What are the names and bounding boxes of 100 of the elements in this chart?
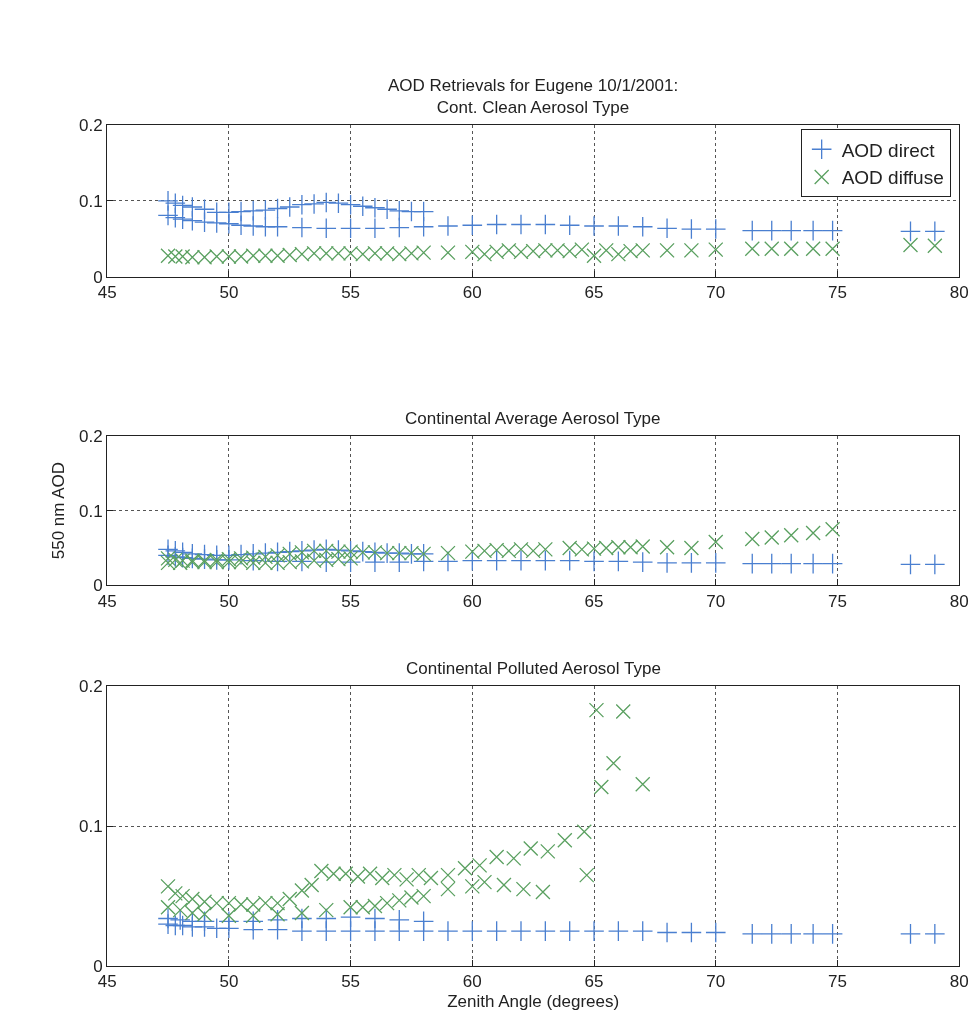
point: [304, 877, 320, 893]
point: [413, 216, 435, 238]
point: [374, 870, 390, 886]
point: [218, 917, 240, 939]
point: [579, 867, 595, 883]
point: [391, 892, 407, 908]
point: [315, 217, 337, 239]
point: [486, 550, 508, 572]
chart-title: Continental Polluted Aerosol Type: [406, 659, 661, 678]
x-tick-label: 65: [584, 972, 604, 992]
point: [291, 217, 313, 238]
point: [659, 539, 675, 555]
x-tick-label: 50: [219, 591, 239, 611]
point: [741, 220, 763, 242]
point: [423, 870, 439, 886]
point: [708, 241, 724, 258]
point: [635, 776, 651, 792]
point: [440, 545, 456, 561]
point: [269, 906, 286, 922]
point: [822, 553, 844, 575]
point: [386, 867, 403, 883]
point: [583, 550, 605, 572]
y-tick-label: 0.2: [79, 677, 103, 697]
point: [242, 919, 264, 941]
point: [583, 215, 605, 237]
point: [534, 550, 556, 572]
x-tick-label: 55: [341, 972, 361, 992]
point: [206, 212, 228, 234]
point: [559, 550, 581, 572]
point: [705, 922, 727, 943]
x-tick-label: 50: [219, 972, 239, 992]
point: [413, 920, 435, 942]
point: [376, 198, 398, 220]
point: [783, 527, 799, 543]
point: [802, 923, 824, 945]
x-tick-label: 65: [584, 283, 604, 303]
point: [780, 220, 802, 242]
point: [924, 220, 946, 242]
point: [557, 832, 573, 848]
point: [350, 868, 366, 885]
point: [780, 553, 802, 575]
point: [364, 920, 386, 942]
point: [388, 217, 410, 238]
point: [291, 920, 313, 942]
x-tick-label: 60: [462, 283, 482, 303]
point: [340, 920, 362, 942]
point: [900, 220, 921, 242]
point: [486, 214, 508, 235]
point: [924, 923, 946, 945]
point: [461, 550, 483, 572]
point: [506, 850, 522, 867]
point: [496, 877, 512, 893]
point: [181, 210, 203, 232]
y-tick-label: 0.2: [79, 426, 103, 446]
point: [780, 923, 802, 945]
point: [282, 891, 298, 907]
point: [303, 193, 325, 215]
point: [593, 779, 609, 795]
x-tick-label: 65: [584, 591, 604, 611]
point: [379, 895, 395, 911]
point: [761, 553, 783, 575]
point: [900, 553, 921, 575]
point: [588, 702, 605, 718]
point: [805, 241, 821, 257]
x-tick-label: 80: [949, 283, 969, 303]
point: [927, 238, 943, 254]
point: [656, 552, 678, 574]
point: [744, 531, 760, 547]
point: [744, 241, 760, 257]
point: [680, 218, 702, 240]
point: [388, 920, 410, 942]
x-tick-label: 50: [219, 283, 239, 303]
point: [157, 913, 179, 935]
point: [683, 242, 700, 259]
point: [615, 703, 631, 720]
legend-label: AOD direct: [841, 139, 936, 161]
point: [461, 214, 483, 236]
point: [510, 214, 532, 235]
y-tick-label: 0.1: [79, 817, 103, 837]
x-tick-label: 75: [828, 972, 847, 992]
point: [632, 920, 654, 942]
point: [267, 919, 289, 941]
point: [437, 920, 459, 942]
point: [476, 874, 493, 890]
point: [559, 920, 581, 942]
point: [184, 891, 201, 907]
point: [559, 214, 581, 236]
chart-title: AOD Retrievals for Eugene 10/1/2001: Cont. Clean Aerosol Type: [388, 76, 679, 118]
point: [680, 922, 702, 943]
point: [802, 553, 824, 575]
point: [824, 521, 841, 537]
x-tick-label: 75: [828, 283, 847, 303]
point: [610, 246, 627, 262]
point: [267, 198, 289, 219]
point: [489, 849, 505, 865]
point: [352, 195, 374, 217]
point: [461, 920, 483, 942]
point: [294, 882, 310, 899]
point: [318, 902, 334, 918]
x-tick-label: 70: [706, 972, 726, 992]
